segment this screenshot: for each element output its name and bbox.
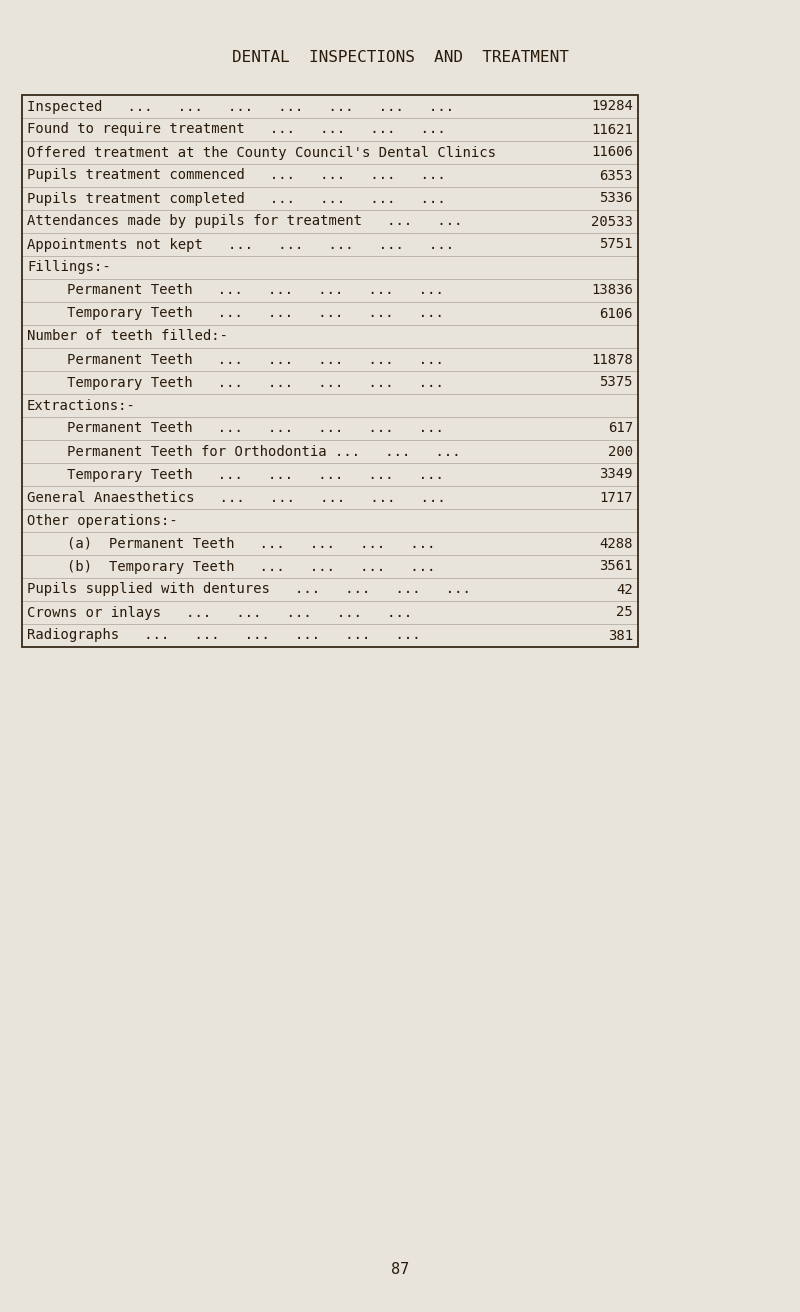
Text: 6353: 6353: [599, 168, 633, 182]
Text: Temporary Teeth   ...   ...   ...   ...   ...: Temporary Teeth ... ... ... ... ...: [67, 307, 444, 320]
Text: Number of teeth filled:-: Number of teeth filled:-: [27, 329, 228, 344]
Text: 6106: 6106: [599, 307, 633, 320]
Text: Crowns or inlays   ...   ...   ...   ...   ...: Crowns or inlays ... ... ... ... ...: [27, 606, 412, 619]
Text: 42: 42: [616, 583, 633, 597]
Text: Permanent Teeth   ...   ...   ...   ...   ...: Permanent Teeth ... ... ... ... ...: [67, 353, 444, 366]
Text: Pupils treatment completed   ...   ...   ...   ...: Pupils treatment completed ... ... ... .…: [27, 192, 446, 206]
Text: Permanent Teeth for Orthodontia ...   ...   ...: Permanent Teeth for Orthodontia ... ... …: [67, 445, 461, 458]
Text: General Anaesthetics   ...   ...   ...   ...   ...: General Anaesthetics ... ... ... ... ...: [27, 491, 446, 505]
Text: Temporary Teeth   ...   ...   ...   ...   ...: Temporary Teeth ... ... ... ... ...: [67, 467, 444, 482]
Text: 3349: 3349: [599, 467, 633, 482]
Text: 381: 381: [608, 628, 633, 643]
Text: Pupils treatment commenced   ...   ...   ...   ...: Pupils treatment commenced ... ... ... .…: [27, 168, 446, 182]
Text: 617: 617: [608, 421, 633, 436]
Text: 87: 87: [391, 1262, 409, 1278]
Text: Found to require treatment   ...   ...   ...   ...: Found to require treatment ... ... ... .…: [27, 122, 446, 136]
Text: (b)  Temporary Teeth   ...   ...   ...   ...: (b) Temporary Teeth ... ... ... ...: [67, 559, 435, 573]
Text: 3561: 3561: [599, 559, 633, 573]
Text: 200: 200: [608, 445, 633, 458]
Text: Permanent Teeth   ...   ...   ...   ...   ...: Permanent Teeth ... ... ... ... ...: [67, 421, 444, 436]
Text: DENTAL  INSPECTIONS  AND  TREATMENT: DENTAL INSPECTIONS AND TREATMENT: [231, 50, 569, 64]
Text: 11621: 11621: [591, 122, 633, 136]
Text: Extractions:-: Extractions:-: [27, 399, 136, 412]
Text: Inspected   ...   ...   ...   ...   ...   ...   ...: Inspected ... ... ... ... ... ... ...: [27, 100, 454, 114]
Text: Pupils supplied with dentures   ...   ...   ...   ...: Pupils supplied with dentures ... ... ..…: [27, 583, 471, 597]
Text: Appointments not kept   ...   ...   ...   ...   ...: Appointments not kept ... ... ... ... ..…: [27, 237, 454, 252]
Text: (a)  Permanent Teeth   ...   ...   ...   ...: (a) Permanent Teeth ... ... ... ...: [67, 537, 435, 551]
Text: Other operations:-: Other operations:-: [27, 513, 178, 527]
Text: 5336: 5336: [599, 192, 633, 206]
Text: Radiographs   ...   ...   ...   ...   ...   ...: Radiographs ... ... ... ... ... ...: [27, 628, 421, 643]
Text: 4288: 4288: [599, 537, 633, 551]
Text: 11878: 11878: [591, 353, 633, 366]
Bar: [22, 94, 638, 647]
Text: Permanent Teeth   ...   ...   ...   ...   ...: Permanent Teeth ... ... ... ... ...: [67, 283, 444, 298]
Text: 20533: 20533: [591, 214, 633, 228]
Text: 13836: 13836: [591, 283, 633, 298]
Text: Temporary Teeth   ...   ...   ...   ...   ...: Temporary Teeth ... ... ... ... ...: [67, 375, 444, 390]
Text: Fillings:-: Fillings:-: [27, 261, 110, 274]
Text: 5375: 5375: [599, 375, 633, 390]
Text: 11606: 11606: [591, 146, 633, 160]
Text: 25: 25: [616, 606, 633, 619]
Text: 19284: 19284: [591, 100, 633, 114]
Text: Offered treatment at the County Council's Dental Clinics: Offered treatment at the County Council'…: [27, 146, 496, 160]
Text: 1717: 1717: [599, 491, 633, 505]
Text: 5751: 5751: [599, 237, 633, 252]
Text: Attendances made by pupils for treatment   ...   ...: Attendances made by pupils for treatment…: [27, 214, 462, 228]
